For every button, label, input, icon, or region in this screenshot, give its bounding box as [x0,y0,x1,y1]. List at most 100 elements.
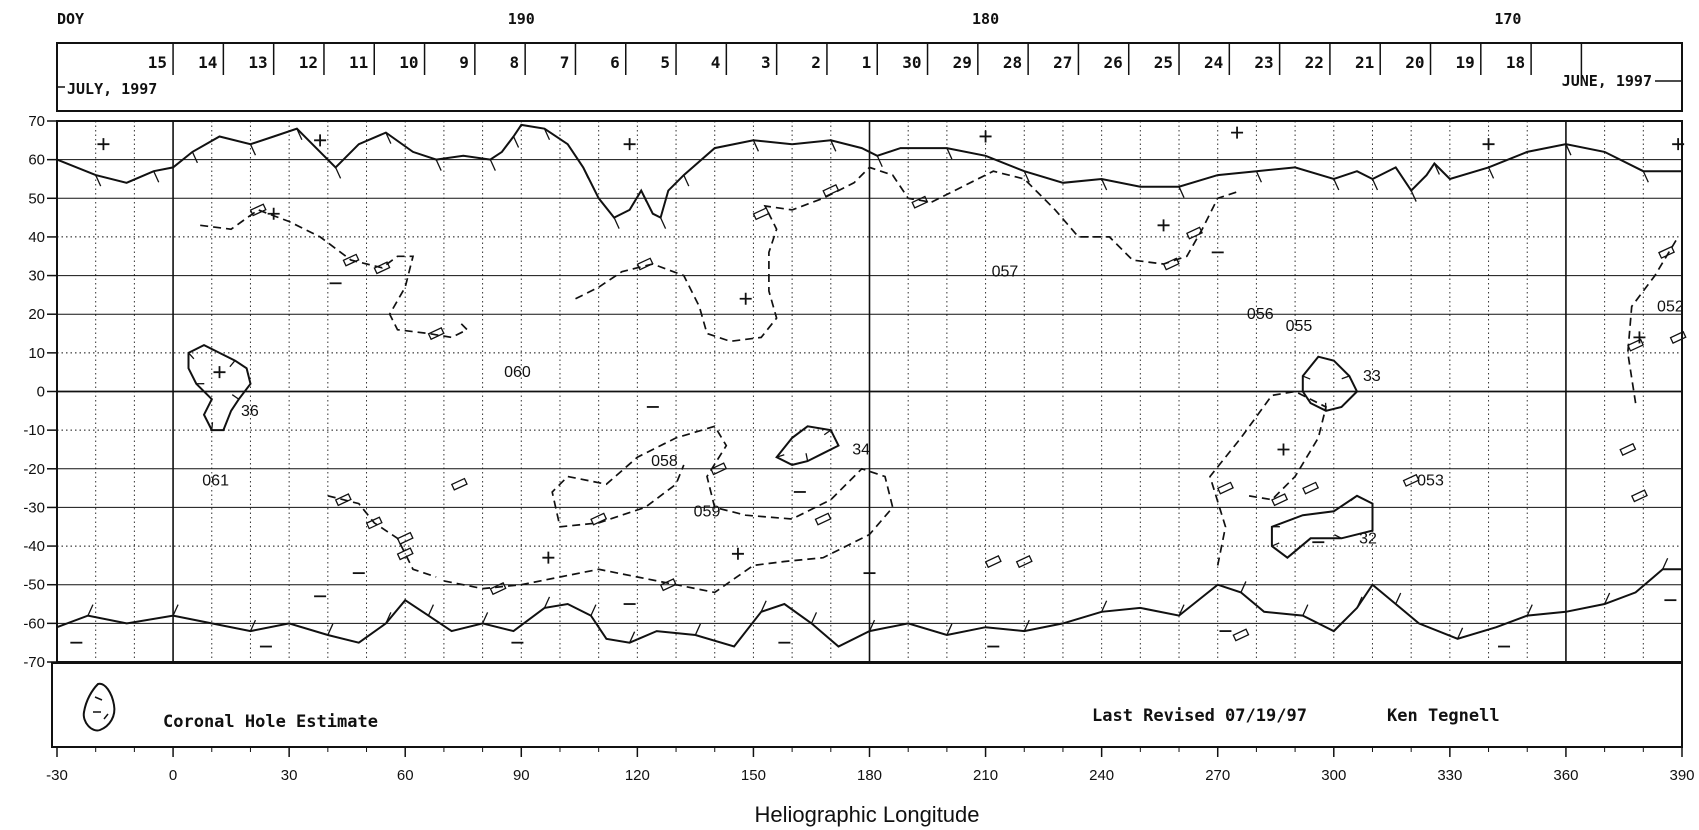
north-boundary-hatch [435,159,442,171]
x-axis-title: Heliographic Longitude [754,802,979,827]
region-label: 32 [1359,530,1377,547]
region-label: 36 [241,403,259,420]
neutral-line [443,425,894,594]
south-boundary-hatch [760,600,767,613]
date-label: 26 [1103,53,1122,72]
polarity-plus [314,134,327,147]
neutral-line [1209,390,1327,566]
y-tick-label: 60 [28,152,45,169]
doy-marks: 190 180 170 [508,10,1522,28]
south-boundary-hatch [1356,596,1363,609]
polarity-plus [267,207,280,220]
coronal-hole-hatch [776,454,785,458]
x-tick-label: 180 [857,767,882,784]
region-labels: 057 056 055 052 060 36 33 34 058 053 061 059 32 [202,264,1684,548]
doy-mark: 170 [1494,10,1521,28]
south-boundary-hatch [629,631,636,643]
date-label: 22 [1305,53,1324,72]
y-tick-label: 40 [28,229,45,246]
x-tick-label: 210 [973,767,998,784]
coronal-hole-hatch [805,453,809,462]
y-tick-label: -70 [23,654,45,671]
coronal-hole [775,425,840,466]
region-label: 059 [694,503,721,520]
y-tick-label: -40 [23,538,45,555]
north-boundary-hatch [1101,178,1108,191]
x-tick-label: 360 [1553,767,1578,784]
region-label: 060 [504,364,531,381]
filament [249,203,267,217]
y-tick-label: 50 [28,190,45,207]
filament [1162,257,1180,271]
north-boundary-hatch [1487,167,1495,179]
date-label: 7 [560,53,570,72]
y-tick-label: -60 [23,615,45,632]
header: DOY 190 180 170 15 14 13 12 11 10 9 8 7 6 5 4 3 2 1 30 29 2… [56,10,1683,112]
north-boundary-hatch [1433,163,1440,175]
grid [57,121,1682,662]
coronal-hole [187,343,252,432]
coronal-hole-hatch [211,422,214,431]
south-boundary-hatch [87,604,94,616]
south-boundary-hatch [482,612,489,624]
y-tick-label: 10 [28,345,45,362]
y-tick-label: 30 [28,268,45,285]
filament [373,261,391,275]
south-boundary-hatch [1395,592,1402,605]
coronal-hole-hatch [1271,542,1280,547]
filament [590,512,608,526]
date-label: 20 [1405,53,1424,72]
y-axis: 70 60 50 40 30 20 10 0 -10 -20 -30 -40 -50 -60 -70 [23,113,57,671]
y-tick-label: -20 [23,461,45,478]
month-right: JUNE, 1997 [1562,72,1652,90]
polarity-plus [739,292,752,305]
y-tick-label: 0 [37,384,45,401]
south-boundary-hatch [694,623,701,636]
coronal-hole-hatch [823,429,832,436]
x-tick-label: 60 [397,767,414,784]
filament [1216,481,1234,495]
south-boundary-hatch [1101,600,1108,613]
filament [1232,628,1250,642]
region-label: 053 [1417,472,1444,489]
filament [396,547,414,561]
south-polar-boundary [56,568,1682,648]
date-strip-frame [56,42,1683,112]
date-label: 1 [862,53,872,72]
x-tick-label: 330 [1437,767,1462,784]
x-tick-label: 300 [1321,767,1346,784]
coronal-hole-hatch [188,352,195,360]
coronal-hole-hatch [1341,375,1350,380]
region-label: 056 [1247,306,1274,323]
filament [365,516,383,530]
polarity-plus [97,138,110,151]
x-axis: -30 0 30 60 90 120 150 180 210 240 270 300 330 360 390 [46,746,1695,784]
filament [1302,481,1320,495]
x-tick-label: 150 [741,767,766,784]
date-label: 28 [1003,53,1022,72]
neutral-lines [200,166,1679,594]
south-boundary-hatch [172,604,179,616]
north-boundary-hatch [191,151,199,164]
filament [450,477,468,491]
date-label: 19 [1456,53,1475,72]
south-boundary-hatch [1526,604,1533,616]
polarity-plus [979,130,992,143]
coronal-hole-hatch [231,394,240,400]
date-label: 2 [811,53,821,72]
filament [752,207,770,221]
month-left: JULY, 1997 [67,80,157,98]
doy-mark: 180 [972,10,999,28]
polarity-plus [213,366,226,379]
coronal-hole-hatch [1302,375,1311,380]
north-boundary-hatch [1565,143,1572,156]
filament [822,184,840,198]
polarity-plus [1482,138,1495,151]
filament [1186,226,1203,240]
plot-area: 70 60 50 40 30 20 10 0 -10 -20 -30 -40 -50 -60 -70 057… [23,113,1687,671]
north-boundary-hatch [543,128,551,140]
filament [1015,554,1033,569]
filament [659,578,677,592]
filament [334,493,352,507]
legend-box: Coronal Hole Estimate Last Revised 07/19… [51,662,1683,748]
